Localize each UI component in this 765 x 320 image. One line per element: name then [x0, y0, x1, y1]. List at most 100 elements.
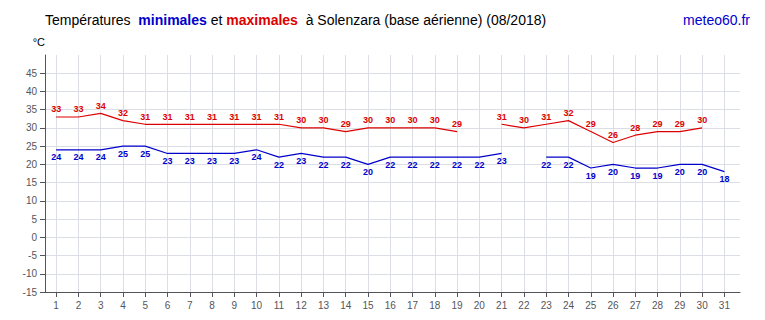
- svg-text:30: 30: [26, 122, 38, 133]
- svg-text:28: 28: [652, 300, 664, 311]
- svg-text:Températures: Températures: [45, 12, 138, 28]
- svg-text:31: 31: [140, 112, 150, 122]
- svg-text:°C: °C: [33, 36, 45, 48]
- svg-text:maximales: maximales: [226, 12, 298, 28]
- svg-text:34: 34: [96, 101, 106, 111]
- svg-text:30: 30: [318, 115, 328, 125]
- svg-text:32: 32: [118, 108, 128, 118]
- svg-text:et: et: [207, 12, 226, 28]
- svg-text:17: 17: [407, 300, 419, 311]
- svg-text:minimales: minimales: [138, 12, 207, 28]
- svg-text:29: 29: [675, 119, 685, 129]
- svg-text:1: 1: [53, 300, 59, 311]
- svg-text:8: 8: [209, 300, 215, 311]
- svg-text:-15: -15: [23, 287, 38, 298]
- svg-text:12: 12: [296, 300, 308, 311]
- svg-text:22: 22: [385, 160, 395, 170]
- svg-text:30: 30: [296, 115, 306, 125]
- svg-text:10: 10: [26, 195, 38, 206]
- svg-text:20: 20: [697, 167, 707, 177]
- svg-text:30: 30: [408, 115, 418, 125]
- svg-text:5: 5: [142, 300, 148, 311]
- svg-text:27: 27: [630, 300, 642, 311]
- svg-text:25: 25: [140, 149, 150, 159]
- svg-text:22: 22: [518, 300, 530, 311]
- svg-text:23: 23: [497, 156, 507, 166]
- svg-text:33: 33: [51, 104, 61, 114]
- svg-text:32: 32: [563, 108, 573, 118]
- svg-text:23: 23: [229, 156, 239, 166]
- svg-text:21: 21: [496, 300, 508, 311]
- svg-text:18: 18: [429, 300, 441, 311]
- svg-text:13: 13: [318, 300, 330, 311]
- svg-text:23: 23: [163, 156, 173, 166]
- svg-text:6: 6: [165, 300, 171, 311]
- svg-text:28: 28: [630, 123, 640, 133]
- svg-text:30: 30: [363, 115, 373, 125]
- svg-text:45: 45: [26, 68, 38, 79]
- svg-text:29: 29: [586, 119, 596, 129]
- svg-text:33: 33: [73, 104, 83, 114]
- svg-text:29: 29: [452, 119, 462, 129]
- svg-text:15: 15: [26, 177, 38, 188]
- svg-text:23: 23: [207, 156, 217, 166]
- svg-text:31: 31: [229, 112, 239, 122]
- svg-text:23: 23: [541, 300, 553, 311]
- svg-text:31: 31: [719, 300, 731, 311]
- svg-text:31: 31: [207, 112, 217, 122]
- svg-text:19: 19: [586, 171, 596, 181]
- svg-text:14: 14: [340, 300, 352, 311]
- svg-text:31: 31: [497, 112, 507, 122]
- svg-text:à Solenzara (base aérienne) (0: à Solenzara (base aérienne) (08/2018): [298, 12, 546, 28]
- svg-text:29: 29: [674, 300, 686, 311]
- svg-text:4: 4: [120, 300, 126, 311]
- svg-text:22: 22: [474, 160, 484, 170]
- svg-text:31: 31: [185, 112, 195, 122]
- svg-text:30: 30: [697, 300, 709, 311]
- svg-text:7: 7: [187, 300, 193, 311]
- svg-text:meteo60.fr: meteo60.fr: [683, 12, 750, 28]
- svg-text:30: 30: [697, 115, 707, 125]
- svg-text:19: 19: [653, 171, 663, 181]
- svg-text:20: 20: [474, 300, 486, 311]
- svg-text:18: 18: [719, 174, 729, 184]
- svg-text:19: 19: [452, 300, 464, 311]
- svg-text:3: 3: [98, 300, 104, 311]
- svg-text:31: 31: [163, 112, 173, 122]
- svg-text:24: 24: [51, 152, 61, 162]
- svg-text:20: 20: [363, 167, 373, 177]
- svg-text:10: 10: [251, 300, 263, 311]
- svg-text:5: 5: [31, 214, 37, 225]
- svg-text:20: 20: [675, 167, 685, 177]
- svg-text:25: 25: [26, 141, 38, 152]
- svg-text:31: 31: [274, 112, 284, 122]
- svg-text:15: 15: [362, 300, 374, 311]
- svg-text:29: 29: [341, 119, 351, 129]
- svg-text:22: 22: [341, 160, 351, 170]
- svg-text:40: 40: [26, 86, 38, 97]
- svg-text:25: 25: [585, 300, 597, 311]
- svg-text:22: 22: [563, 160, 573, 170]
- svg-text:2: 2: [76, 300, 82, 311]
- svg-text:35: 35: [26, 104, 38, 115]
- svg-text:26: 26: [607, 300, 619, 311]
- svg-text:22: 22: [541, 160, 551, 170]
- svg-text:24: 24: [252, 152, 262, 162]
- svg-text:11: 11: [274, 300, 285, 311]
- svg-text:-10: -10: [23, 268, 38, 279]
- svg-text:30: 30: [519, 115, 529, 125]
- svg-text:22: 22: [408, 160, 418, 170]
- svg-text:30: 30: [430, 115, 440, 125]
- svg-text:22: 22: [430, 160, 440, 170]
- svg-text:30: 30: [385, 115, 395, 125]
- svg-text:23: 23: [185, 156, 195, 166]
- svg-text:20: 20: [608, 167, 618, 177]
- svg-text:20: 20: [26, 159, 38, 170]
- svg-text:-5: -5: [28, 250, 37, 261]
- svg-text:22: 22: [274, 160, 284, 170]
- svg-text:31: 31: [252, 112, 262, 122]
- svg-text:29: 29: [653, 119, 663, 129]
- svg-text:24: 24: [96, 152, 106, 162]
- svg-text:31: 31: [541, 112, 551, 122]
- svg-text:24: 24: [563, 300, 575, 311]
